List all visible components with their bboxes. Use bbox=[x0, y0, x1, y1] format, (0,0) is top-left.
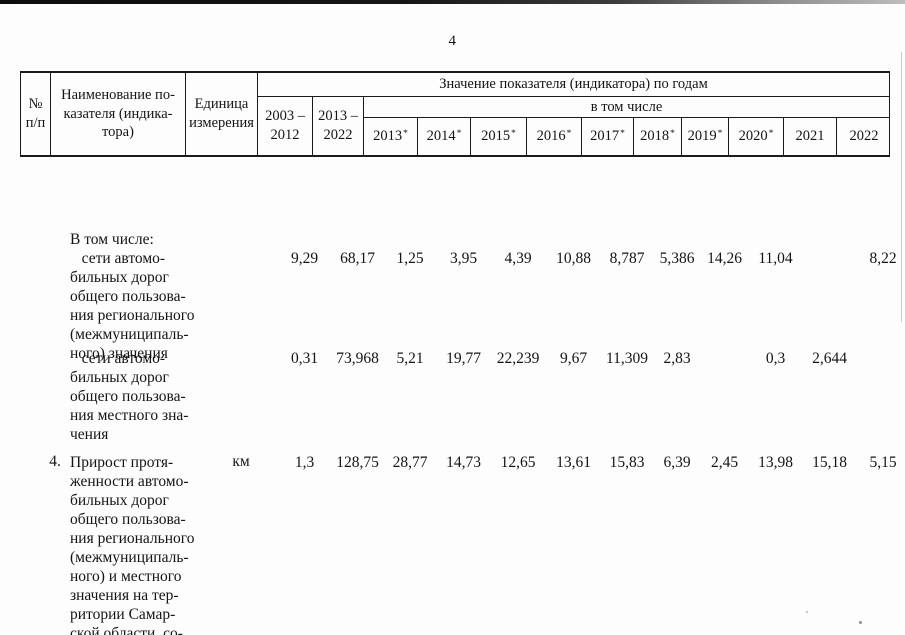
year-header-row: 2013 * 2014 * 2015 * 2016 * 2017 * 2018 * 2019 * 2020 *… bbox=[364, 118, 889, 155]
value-cell: 19,77 bbox=[446, 350, 481, 367]
year-column-header: 2022 bbox=[849, 128, 879, 145]
value-cell: 15,18 bbox=[812, 454, 847, 471]
value-cell: 68,17 bbox=[340, 250, 375, 267]
header-cell-indicator-name: Наименование по- казателя (индика- тора) bbox=[51, 73, 186, 155]
value-cell: 14,73 bbox=[446, 454, 481, 471]
value-cell: 9,67 bbox=[559, 350, 588, 367]
row-number: 4. bbox=[49, 453, 61, 470]
value-cell: 8,787 bbox=[609, 250, 645, 267]
indicator-name: Прирост протя- женности автомо- бильных … bbox=[70, 454, 195, 635]
unit-cell: км bbox=[232, 453, 250, 470]
year-column-header: 2015 * bbox=[471, 118, 527, 155]
scan-edge-artifact-top bbox=[0, 0, 905, 4]
value-cell: 0,3 bbox=[765, 350, 786, 367]
value-cell: 5,15 bbox=[869, 454, 897, 471]
value-cell: 11,309 bbox=[605, 350, 649, 367]
indicators-table: № п/п Наименование по- казателя (индика-… bbox=[20, 71, 897, 635]
year-column-header: 2018 * bbox=[634, 118, 682, 155]
value-cell: 2,45 bbox=[710, 454, 739, 471]
value-cell: 1,3 bbox=[294, 454, 315, 471]
value-cell: 28,77 bbox=[392, 454, 428, 471]
value-cell: 0,31 bbox=[290, 350, 319, 367]
table-header: № п/п Наименование по- казателя (индика-… bbox=[20, 71, 890, 157]
value-cell: 13,61 bbox=[556, 454, 591, 471]
header-cell-unit: Единица измерения bbox=[186, 73, 258, 155]
value-cell: 5,386 bbox=[659, 250, 695, 267]
indicator-name: В том числе: сети автомо- бильных дорог … bbox=[70, 231, 195, 362]
value-cell: 128,75 bbox=[336, 454, 379, 471]
value-cell: 5,21 bbox=[396, 350, 424, 367]
value-cell: 12,65 bbox=[500, 454, 536, 471]
year-column-header: 2016 * bbox=[527, 118, 582, 155]
value-cell: 73,968 bbox=[336, 350, 379, 367]
value-cell: 22,239 bbox=[496, 350, 540, 367]
value-cell: 14,26 bbox=[707, 250, 742, 267]
year-column-header: 2017 * bbox=[582, 118, 634, 155]
value-cell: 13,98 bbox=[758, 454, 793, 471]
value-cell: 8,22 bbox=[869, 250, 897, 267]
year-column-header: 2021 bbox=[784, 118, 837, 155]
year-column-header: 2014 * bbox=[418, 118, 471, 155]
value-cell: 2,83 bbox=[663, 350, 691, 367]
value-cell: 9,29 bbox=[290, 250, 319, 267]
value-cell: 1,25 bbox=[396, 250, 424, 267]
value-cell: 4,39 bbox=[504, 250, 532, 267]
value-cell: 6,39 bbox=[663, 454, 691, 471]
value-cell: 3,95 bbox=[449, 250, 478, 267]
scan-edge-artifact-right bbox=[901, 52, 902, 322]
header-cell-including: в том числе bbox=[364, 97, 889, 118]
page-number: 4 bbox=[448, 33, 457, 49]
header-cell-period-2003-2012: 2003 – 2012 bbox=[258, 97, 313, 155]
value-cell: 2,644 bbox=[812, 350, 847, 367]
value-cell: 10,88 bbox=[556, 250, 591, 267]
value-cell: 15,83 bbox=[609, 454, 645, 471]
year-column-header: 2013 * bbox=[364, 118, 418, 155]
year-column-header: 2019 * bbox=[682, 118, 729, 155]
scan-dust-speck bbox=[806, 611, 808, 613]
header-values-section: Значение показателя (индикатора) по года… bbox=[258, 73, 889, 155]
value-cell: 11,04 bbox=[758, 250, 793, 267]
header-cell-row-number: № п/п bbox=[21, 73, 51, 155]
indicator-name: сети автомо- бильных дорог общего пользо… bbox=[70, 350, 189, 443]
table-body: В том числе: сети автомо- бильных дорог … bbox=[40, 228, 905, 635]
header-cell-values-by-year: Значение показателя (индикатора) по года… bbox=[258, 73, 889, 97]
header-cell-period-2013-2022: 2013 – 2022 bbox=[313, 97, 364, 155]
scan-dust-speck bbox=[859, 621, 862, 624]
year-column-header: 2020 * bbox=[729, 118, 784, 155]
